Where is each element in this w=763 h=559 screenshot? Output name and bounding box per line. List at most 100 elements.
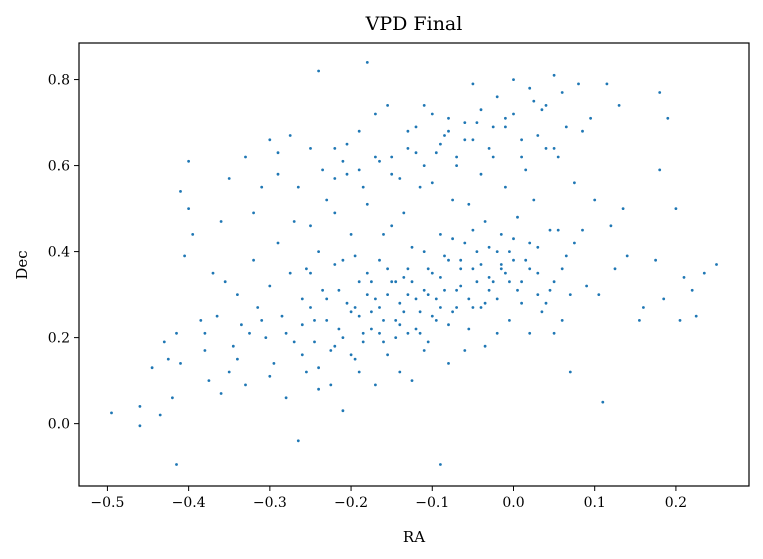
scatter-point (276, 241, 280, 245)
scatter-point (508, 280, 511, 284)
scatter-point (455, 306, 458, 309)
scatter-point (520, 155, 523, 159)
scatter-point (548, 288, 552, 292)
scatter-point (337, 327, 341, 331)
scatter-point (528, 86, 532, 90)
scatter-point (317, 387, 320, 391)
scatter-point (447, 258, 450, 262)
scatter-point (150, 366, 154, 370)
scatter-point (309, 306, 312, 309)
x-axis: −0.5 −0.4 −0.3 −0.2 −0.1 0.0 0.1 0.2 (90, 486, 687, 511)
scatter-point (536, 293, 540, 296)
scatter-point (426, 267, 430, 271)
scatter-point (495, 250, 499, 254)
scatter-point (203, 349, 207, 352)
scatter-point (544, 147, 548, 150)
scatter-point (260, 185, 264, 189)
scatter-point (353, 357, 357, 361)
scatter-point (491, 125, 495, 129)
scatter-point (577, 82, 580, 86)
scatter-point (560, 267, 564, 271)
scatter-point (313, 319, 316, 322)
scatter-point (317, 69, 320, 73)
scatter-point (406, 129, 410, 133)
scatter-point (414, 151, 418, 155)
y-tick-label: 0.6 (48, 159, 70, 175)
scatter-point (175, 463, 178, 466)
scatter-point (236, 357, 239, 361)
scatter-point (447, 129, 450, 133)
scatter-point (333, 177, 337, 180)
scatter-point (613, 267, 617, 271)
scatter-point (536, 134, 540, 137)
scatter-point (406, 147, 410, 150)
scatter-point (487, 245, 491, 249)
scatter-point (223, 280, 227, 284)
scatter-point (471, 228, 475, 232)
scatter-point (158, 413, 162, 417)
scatter-point (544, 301, 548, 305)
scatter-point (658, 168, 662, 172)
scatter-point (296, 185, 300, 189)
scatter-point (528, 331, 532, 335)
scatter-point (276, 172, 280, 176)
scatter-point (341, 336, 345, 339)
scatter-point (463, 241, 467, 245)
scatter-point (353, 306, 357, 309)
scatter-point (520, 280, 523, 284)
scatter-point (374, 297, 377, 301)
scatter-point (171, 396, 174, 400)
scatter-point (658, 91, 662, 94)
scatter-point (430, 181, 434, 185)
scatter-point (702, 271, 706, 275)
scatter-point (183, 254, 187, 258)
scatter-point (459, 267, 463, 271)
scatter-point (516, 215, 519, 219)
scatter-point (276, 151, 280, 155)
scatter-point (609, 224, 613, 228)
scatter-point (552, 331, 556, 335)
scatter-point (455, 155, 458, 159)
scatter-point (321, 288, 324, 292)
scatter-point (520, 138, 523, 142)
scatter-point (365, 202, 369, 206)
scatter-point (430, 271, 434, 275)
scatter-point (256, 306, 260, 309)
scatter-point (345, 172, 349, 176)
scatter-point (110, 411, 113, 415)
scatter-point (495, 95, 499, 99)
scatter-point (370, 310, 373, 314)
scatter-point (394, 280, 398, 284)
scatter-point (447, 323, 450, 327)
scatter-point (589, 116, 592, 120)
scatter-point (552, 73, 556, 77)
scatter-point (532, 99, 536, 103)
scatter-point (370, 327, 373, 331)
scatter-point (138, 424, 142, 428)
scatter-point (300, 297, 304, 301)
scatter-point (504, 271, 507, 275)
scatter-point (483, 220, 487, 223)
scatter-point (296, 439, 300, 443)
scatter-point (666, 116, 670, 120)
scatter-point (422, 288, 426, 292)
scatter-point (402, 276, 406, 279)
scatter-point (341, 409, 345, 413)
scatter-point (410, 280, 414, 284)
scatter-point (499, 267, 503, 271)
scatter-point (166, 357, 170, 361)
scatter-point (422, 349, 426, 352)
scatter-point (187, 159, 191, 163)
x-tick-label: −0.4 (172, 495, 206, 511)
scatter-point (191, 233, 195, 236)
scatter-point (357, 314, 361, 318)
scatter-point (560, 91, 564, 94)
scatter-point (252, 258, 256, 262)
scatter-point (625, 254, 629, 258)
scatter-point (414, 297, 418, 301)
scatter-point (560, 319, 564, 322)
scatter-point (459, 258, 463, 262)
scatter-point (179, 190, 182, 193)
scatter-point (365, 271, 369, 275)
